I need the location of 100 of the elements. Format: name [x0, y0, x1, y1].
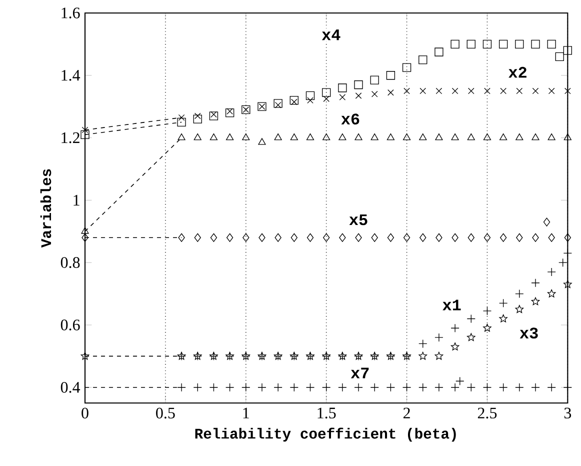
annotation: x1	[442, 300, 461, 310]
point	[82, 126, 88, 134]
x-tick-label: 0	[82, 408, 88, 418]
point	[178, 133, 186, 140]
point	[516, 233, 523, 242]
point	[452, 88, 458, 94]
point	[306, 133, 314, 140]
point	[436, 88, 442, 94]
point	[500, 88, 506, 94]
point	[500, 233, 507, 242]
point	[194, 112, 201, 120]
annotation: x4	[322, 30, 340, 40]
point	[402, 133, 411, 140]
point	[420, 88, 426, 94]
point	[451, 133, 459, 140]
y-tick-label: 1.6	[62, 8, 80, 18]
point	[484, 233, 491, 242]
point	[339, 94, 346, 100]
point	[548, 133, 556, 140]
point	[387, 233, 394, 242]
point	[564, 133, 572, 140]
point	[209, 112, 218, 120]
point	[564, 280, 572, 288]
point	[242, 133, 250, 140]
y-tick-label: 0.8	[60, 257, 80, 268]
point	[323, 233, 330, 242]
y-axis-title: Variables	[40, 169, 52, 248]
point	[482, 40, 492, 49]
point	[322, 88, 331, 97]
point	[226, 133, 234, 140]
point	[516, 133, 524, 140]
point	[354, 133, 362, 140]
y-tick-label: 0.4	[60, 382, 80, 393]
point	[386, 133, 394, 140]
point	[532, 88, 539, 94]
y-tick-label: 1.2	[62, 132, 80, 144]
point	[80, 352, 90, 360]
point	[306, 233, 314, 242]
point	[532, 233, 539, 242]
point	[532, 133, 540, 140]
point	[290, 98, 298, 106]
point	[420, 233, 426, 242]
point	[290, 133, 298, 140]
point	[499, 314, 508, 322]
point	[338, 133, 346, 140]
point	[564, 88, 571, 94]
point	[177, 118, 186, 127]
point	[483, 324, 492, 332]
point	[547, 289, 556, 298]
point	[371, 90, 378, 98]
point	[404, 88, 410, 94]
annotation: x7	[350, 368, 369, 378]
point	[434, 352, 444, 360]
point	[81, 227, 89, 234]
point	[468, 88, 474, 94]
point	[484, 88, 490, 94]
point	[370, 76, 379, 84]
point	[339, 233, 346, 242]
annotation: x6	[341, 114, 360, 124]
point	[547, 40, 556, 49]
point	[500, 133, 508, 140]
point	[418, 352, 428, 360]
point	[548, 88, 555, 94]
point	[555, 52, 564, 62]
point	[194, 233, 201, 242]
point	[434, 48, 444, 56]
point	[178, 114, 185, 121]
point	[402, 63, 412, 72]
point	[274, 99, 282, 108]
point	[194, 133, 202, 140]
x-tick-label: 1.5	[318, 408, 336, 418]
point	[274, 133, 282, 140]
point	[338, 84, 347, 92]
point	[418, 55, 428, 64]
point	[548, 233, 555, 242]
y-tick-label: 0.6	[60, 320, 80, 330]
point	[466, 333, 476, 342]
point	[322, 133, 330, 140]
point	[306, 91, 315, 100]
point	[242, 233, 250, 242]
point	[354, 80, 363, 90]
point	[468, 233, 474, 242]
point	[225, 108, 234, 118]
point	[419, 133, 427, 140]
point	[307, 97, 314, 104]
point	[82, 233, 88, 242]
point	[274, 102, 282, 108]
point	[531, 297, 540, 306]
annotation: x3	[520, 328, 538, 339]
point	[226, 233, 234, 242]
point	[258, 138, 266, 145]
point	[274, 233, 282, 242]
point	[355, 92, 362, 99]
annotation: x5	[349, 214, 368, 226]
point	[515, 40, 524, 49]
point	[563, 46, 572, 55]
point	[450, 40, 460, 49]
point	[370, 133, 378, 140]
point	[290, 233, 298, 242]
point	[371, 233, 378, 242]
